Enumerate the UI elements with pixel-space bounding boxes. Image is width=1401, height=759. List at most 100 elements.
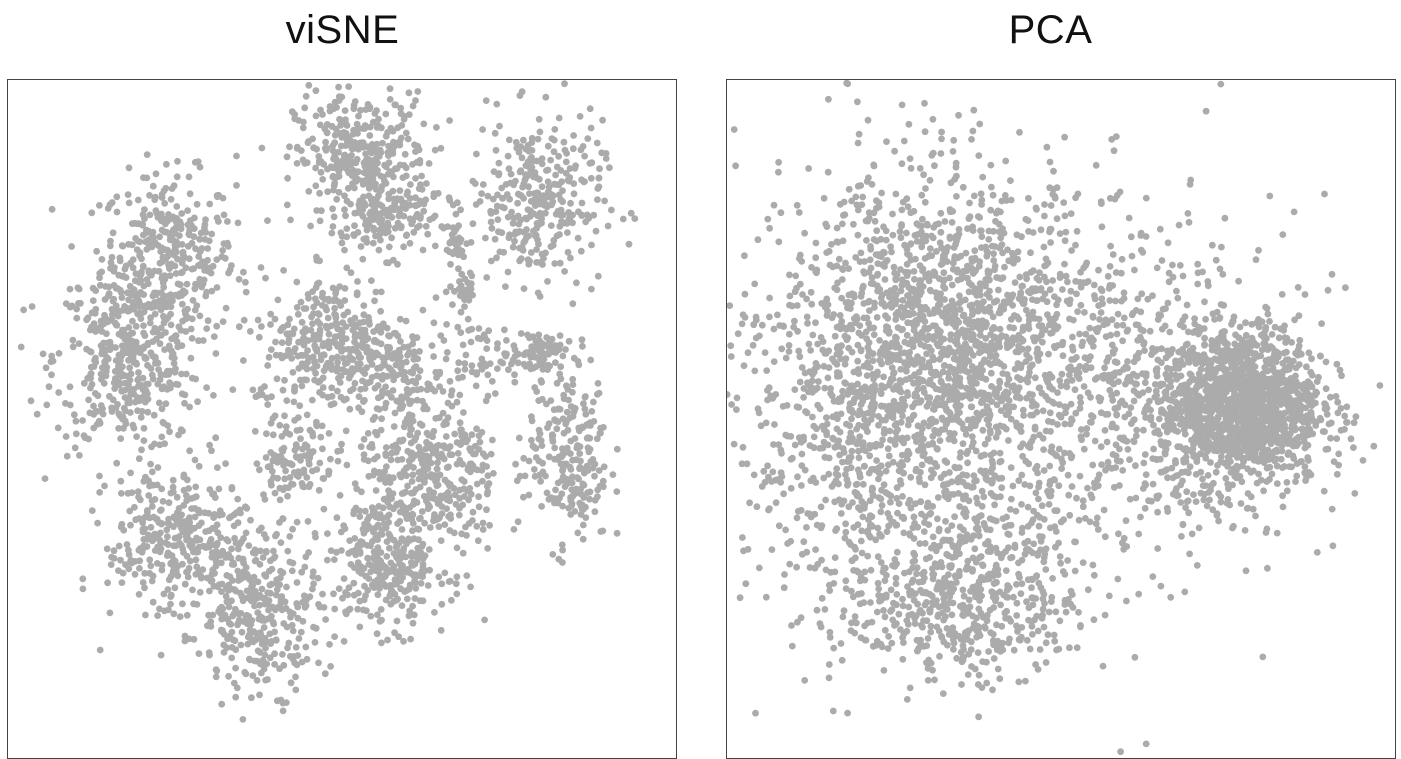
- scatter-point: [299, 329, 306, 336]
- scatter-point: [330, 223, 337, 230]
- scatter-point: [598, 149, 605, 156]
- scatter-point: [128, 371, 135, 378]
- scatter-point: [1101, 507, 1108, 514]
- scatter-point: [187, 190, 194, 197]
- scatter-point: [551, 445, 558, 452]
- scatter-point: [438, 601, 445, 608]
- scatter-point: [388, 394, 395, 401]
- scatter-point: [293, 441, 300, 448]
- scatter-point: [194, 601, 201, 608]
- scatter-point: [537, 210, 544, 217]
- scatter-point: [146, 556, 153, 563]
- scatter-point: [207, 618, 214, 625]
- scatter-point: [358, 243, 365, 250]
- scatter-point: [139, 408, 146, 415]
- scatter-point: [310, 365, 317, 372]
- scatter-point: [359, 206, 366, 213]
- scatter-point: [48, 371, 55, 378]
- scatter-point: [378, 549, 385, 556]
- scatter-point: [556, 182, 563, 189]
- scatter-point: [160, 294, 167, 301]
- scatter-point: [233, 182, 240, 189]
- scatter-point: [304, 359, 311, 366]
- scatter-point: [345, 83, 352, 90]
- scatter-point: [532, 473, 539, 480]
- scatter-point: [871, 331, 878, 338]
- scatter-point: [579, 200, 586, 207]
- scatter-point: [168, 196, 175, 203]
- scatter-point: [453, 580, 460, 587]
- scatter-point: [313, 257, 320, 264]
- scatter-point: [117, 287, 124, 294]
- scatter-point: [343, 121, 350, 128]
- scatter-point: [218, 559, 225, 566]
- scatter-point: [858, 293, 865, 300]
- scatter-point: [978, 244, 985, 251]
- scatter-point: [138, 446, 145, 453]
- scatter-point: [137, 301, 144, 308]
- scatter-point: [771, 421, 778, 428]
- scatter-point: [473, 201, 480, 208]
- scatter-point: [85, 397, 92, 404]
- scatter-point: [570, 180, 577, 187]
- scatter-point: [43, 402, 50, 409]
- scatter-point: [570, 132, 577, 139]
- scatter-point: [312, 530, 319, 537]
- scatter-point: [170, 484, 177, 491]
- scatter-point: [222, 460, 229, 467]
- scatter-point: [300, 618, 307, 625]
- scatter-point: [238, 642, 245, 649]
- scatter-point: [355, 125, 362, 132]
- scatter-point: [512, 178, 519, 185]
- scatter-point: [511, 371, 518, 378]
- scatter-point: [570, 145, 577, 152]
- scatter-point: [381, 581, 388, 588]
- scatter-point: [516, 192, 523, 199]
- scatter-point: [117, 255, 124, 262]
- scatter-point: [93, 248, 100, 255]
- scatter-point: [952, 241, 959, 248]
- scatter-point: [336, 585, 343, 592]
- scatter-point: [400, 344, 407, 351]
- scatter-point: [267, 654, 274, 661]
- scatter-point: [67, 383, 74, 390]
- scatter-point: [503, 337, 510, 344]
- scatter-point: [319, 591, 326, 598]
- scatter-point: [480, 181, 487, 188]
- scatter-point: [792, 273, 799, 280]
- scatter-point: [178, 371, 185, 378]
- scatter-point: [260, 595, 267, 602]
- scatter-point: [484, 545, 491, 552]
- scatter-point: [296, 402, 303, 409]
- scatter-point: [161, 315, 168, 322]
- scatter-point: [55, 425, 62, 432]
- scatter-point: [312, 295, 319, 302]
- scatter-point: [139, 222, 146, 229]
- scatter-point: [205, 510, 212, 517]
- scatter-point: [409, 490, 416, 497]
- scatter-point: [342, 368, 349, 375]
- scatter-point: [417, 448, 424, 455]
- scatter-point: [582, 394, 589, 401]
- scatter-point: [791, 318, 798, 325]
- scatter-point: [1068, 401, 1075, 408]
- scatter-point: [346, 537, 353, 544]
- scatter-point: [1032, 424, 1039, 431]
- scatter-point: [584, 435, 591, 442]
- scatter-point: [574, 444, 581, 451]
- scatter-point: [321, 506, 328, 513]
- scatter-point: [300, 334, 307, 341]
- scatter-point: [164, 533, 171, 540]
- scatter-point: [232, 694, 239, 701]
- scatter-point: [577, 458, 584, 465]
- scatter-point: [423, 498, 430, 505]
- scatter-point: [301, 484, 308, 491]
- scatter-point: [278, 539, 285, 546]
- scatter-point: [773, 499, 780, 506]
- scatter-point: [591, 473, 598, 480]
- scatter-point: [288, 355, 295, 362]
- scatter-point: [63, 433, 70, 440]
- scatter-point: [383, 553, 390, 560]
- scatter-point: [87, 375, 94, 382]
- scatter-point: [106, 393, 113, 400]
